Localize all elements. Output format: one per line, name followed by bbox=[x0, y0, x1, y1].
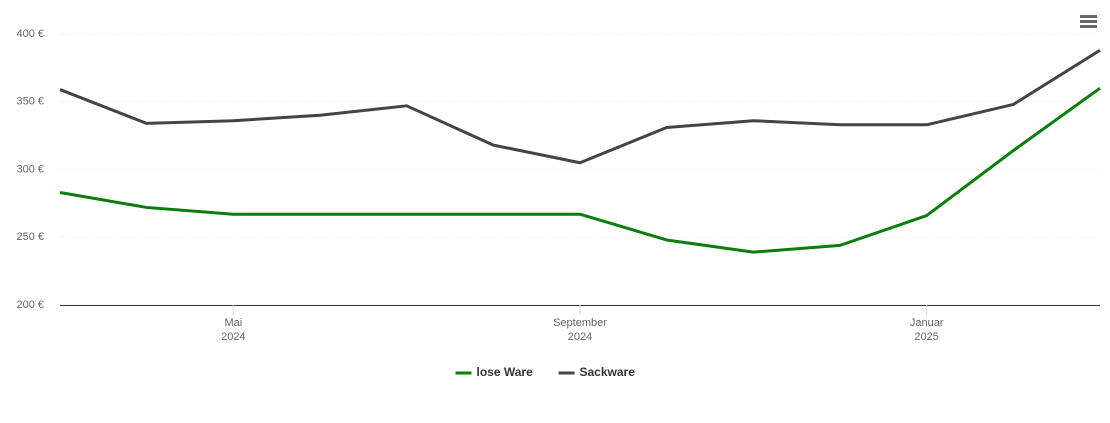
x-tick-label: 2025 bbox=[914, 331, 938, 343]
line-series bbox=[59, 48, 1101, 165]
x-tick-label: 2024 bbox=[568, 331, 592, 343]
y-tick-label: 350 € bbox=[16, 96, 44, 108]
legend-label: Sackware bbox=[580, 365, 636, 379]
y-tick-label: 250 € bbox=[16, 231, 44, 243]
y-tick-label: 300 € bbox=[16, 163, 44, 175]
y-tick-label: 400 € bbox=[16, 28, 44, 40]
y-tick-label: 200 € bbox=[16, 299, 44, 311]
line-series bbox=[59, 86, 1101, 254]
x-tick-label: Januar bbox=[910, 317, 944, 329]
x-tick-label: September bbox=[553, 317, 607, 329]
legend-label: lose Ware bbox=[477, 365, 534, 379]
x-tick-label: 2024 bbox=[221, 331, 245, 343]
x-tick-label: Mai bbox=[224, 317, 242, 329]
menu-button[interactable] bbox=[1080, 15, 1097, 28]
